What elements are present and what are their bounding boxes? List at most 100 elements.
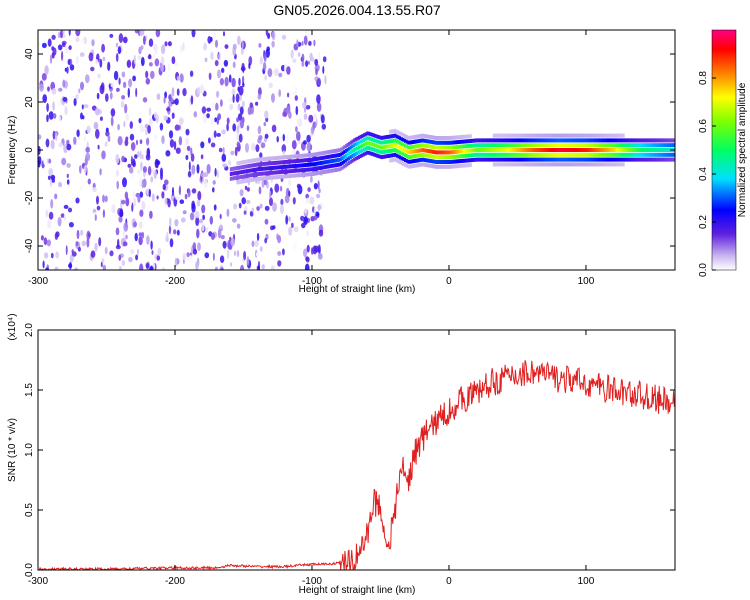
noise-cell — [265, 30, 269, 37]
ridge-cell — [409, 135, 411, 140]
ridge-cell — [392, 133, 395, 138]
ridge-cell — [525, 148, 528, 152]
noise-cell — [94, 214, 97, 222]
ridge-cell — [293, 173, 296, 178]
ridge-cell — [627, 152, 630, 157]
ridge-cell — [520, 138, 523, 143]
ridge-cell — [476, 138, 479, 143]
ridge-cell — [382, 154, 385, 159]
noise-cell — [278, 89, 282, 97]
ridge-cell — [568, 152, 571, 157]
noise-cell — [67, 207, 73, 213]
noise-cell — [97, 73, 101, 79]
noise-cell — [219, 213, 222, 220]
ridge-cell — [552, 148, 554, 152]
ridge-cell — [330, 159, 333, 164]
ridge-cell — [663, 157, 666, 162]
ridge-cell — [338, 148, 341, 153]
ridge-cell — [667, 157, 670, 162]
ridge-cell — [653, 138, 656, 143]
x-tick-label: -200 — [165, 576, 185, 587]
ridge-cell — [292, 164, 295, 169]
ridge-cell — [588, 162, 591, 167]
snr-frame — [37, 329, 676, 571]
colorbar-tick-label: 0.4 — [698, 167, 709, 181]
noise-cell — [110, 81, 115, 88]
ridge-cell — [578, 157, 581, 162]
noise-cell — [143, 35, 146, 45]
ridge-cell — [491, 138, 494, 143]
ridge-cell — [395, 144, 398, 149]
ridge-cell — [474, 143, 477, 148]
noise-cell — [284, 194, 290, 204]
noise-cell — [228, 98, 233, 103]
ridge-cell — [619, 157, 622, 162]
noise-cell — [263, 53, 267, 62]
noise-cell — [156, 255, 161, 261]
ridge-cell — [399, 131, 402, 136]
ridge-cell — [542, 138, 545, 143]
ridge-cell — [479, 138, 482, 143]
ridge-cell — [484, 138, 487, 143]
ridge-cell — [533, 148, 536, 152]
ridge-cell — [607, 138, 610, 143]
ridge-cell — [394, 133, 397, 138]
ridge-cell — [611, 143, 614, 148]
ridge-cell — [627, 138, 630, 143]
ridge-cell — [320, 156, 323, 161]
noise-cell — [146, 137, 150, 146]
ridge-cell — [553, 133, 556, 138]
noise-cell — [130, 249, 135, 254]
noise-cell — [224, 44, 229, 49]
noise-cell — [238, 202, 242, 209]
ridge-cell — [280, 155, 283, 160]
noise-cell — [99, 168, 102, 176]
ridge-cell — [277, 165, 280, 170]
ridge-cell — [285, 155, 288, 160]
noise-cell — [79, 186, 83, 192]
ridge-cell — [413, 154, 416, 159]
ridge-cell — [579, 162, 582, 167]
ridge-cell — [466, 158, 469, 163]
ridge-cell — [517, 133, 520, 138]
noise-cell — [258, 186, 262, 195]
ridge-cell — [453, 159, 456, 164]
noise-cell — [62, 79, 66, 88]
ridge-cell — [583, 143, 586, 148]
ridge-cell — [612, 133, 615, 138]
ridge-cell — [441, 164, 444, 169]
noise-cell — [277, 235, 282, 244]
ridge-cell — [556, 148, 559, 152]
ridge-cell — [547, 148, 550, 152]
ridge-cell — [259, 162, 262, 167]
ridge-cell — [410, 135, 413, 140]
noise-cell — [51, 34, 56, 40]
colorbar-tick-label: 0.0 — [698, 263, 709, 277]
ridge-cell — [565, 138, 568, 143]
noise-cell — [259, 56, 264, 65]
noise-cell — [261, 179, 265, 188]
ridge-cell — [395, 129, 398, 134]
ridge-cell — [315, 152, 318, 157]
ridge-cell — [361, 143, 364, 148]
ridge-cell — [591, 148, 594, 152]
ridge-cell — [371, 142, 374, 147]
noise-cell — [137, 194, 141, 203]
ridge-cell — [527, 162, 530, 167]
ridge-cell — [433, 150, 436, 155]
ridge-cell — [499, 138, 502, 143]
ridge-cell — [231, 171, 234, 176]
ridge-cell — [295, 159, 298, 163]
noise-cell — [233, 203, 238, 210]
ridge-cell — [448, 164, 451, 169]
ridge-cell — [430, 139, 433, 144]
noise-cell — [160, 64, 165, 72]
noise-cell — [188, 161, 191, 171]
noise-cell — [239, 189, 244, 197]
y-tick-label: 40 — [24, 48, 35, 60]
ridge-cell — [410, 149, 413, 154]
ridge-cell — [527, 152, 530, 157]
noise-cell — [75, 241, 79, 247]
ridge-cell — [351, 154, 354, 158]
ridge-cell — [287, 155, 290, 159]
